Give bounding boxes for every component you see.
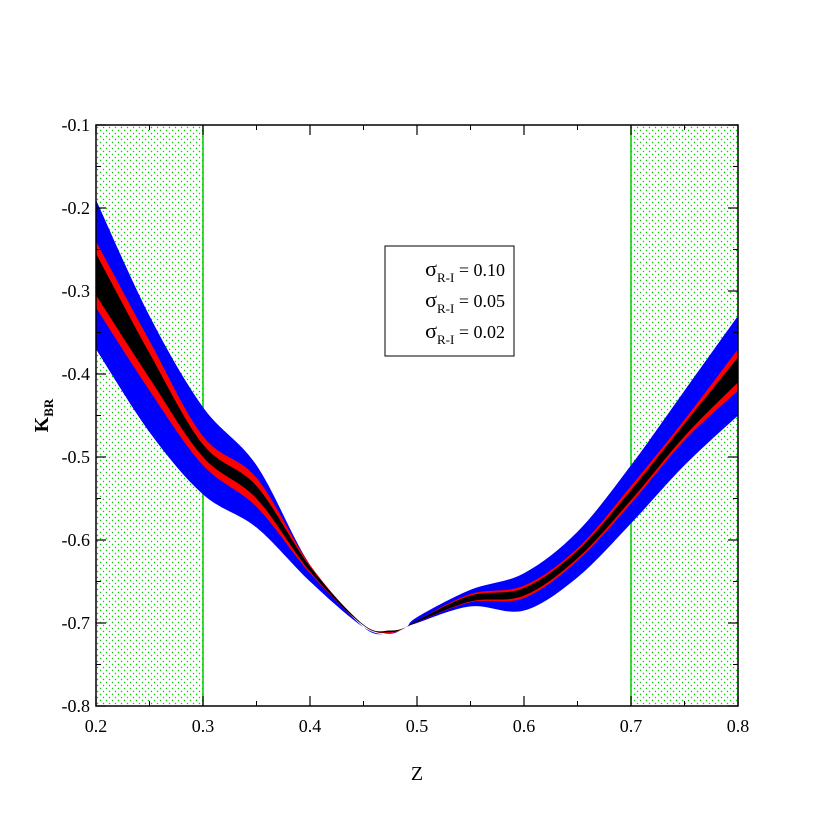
uncertainty-bands xyxy=(96,199,738,635)
axis-ticks: 0.2 0.3 0.4 0.5 0.6 0.7 0.8 -0.8 -0.7 -0.6 -0.5 -0.… xyxy=(62,115,750,736)
legend-box xyxy=(384,245,515,357)
x-tick-label: 0.7 xyxy=(620,716,643,736)
y-tick-label: -0.8 xyxy=(62,696,91,716)
x-axis-title: Z xyxy=(411,763,423,785)
y-tick-label: -0.4 xyxy=(62,364,91,384)
y-tick-label: -0.6 xyxy=(62,530,91,550)
x-tick-label: 0.4 xyxy=(299,716,322,736)
legend-entry-2: σR-I = 0.02 xyxy=(425,318,505,347)
band-sigma-0 xyxy=(96,199,738,635)
x-tick-label: 0.6 xyxy=(513,716,536,736)
x-tick-label: 0.2 xyxy=(85,716,108,736)
legend-entry-0: σR-I = 0.10 xyxy=(425,256,505,285)
y-axis-title: KBR xyxy=(31,398,56,432)
y-tick-label: -0.7 xyxy=(62,613,91,633)
y-tick-label: -0.3 xyxy=(62,281,91,301)
legend-entry-1: σR-I = 0.05 xyxy=(425,287,505,316)
y-axis-title-main: K xyxy=(31,416,53,432)
y-tick-label: -0.2 xyxy=(62,198,91,218)
x-tick-label: 0.5 xyxy=(406,716,429,736)
y-axis-title-sub: BR xyxy=(41,398,56,417)
y-tick-label: -0.1 xyxy=(62,115,91,135)
y-tick-label: -0.5 xyxy=(62,447,91,467)
x-tick-label: 0.3 xyxy=(192,716,215,736)
x-tick-label: 0.8 xyxy=(727,716,750,736)
